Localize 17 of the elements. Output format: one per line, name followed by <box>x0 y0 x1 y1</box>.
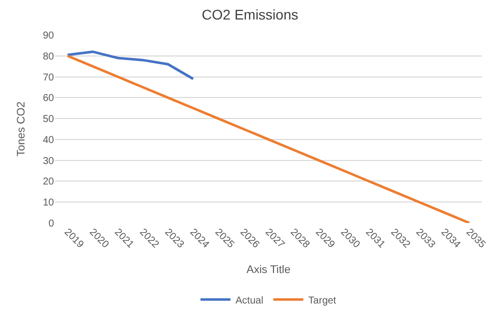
line-series <box>66 54 471 223</box>
y-tick-label: 60 <box>42 93 54 104</box>
y-tick-label: 10 <box>42 198 54 209</box>
legend-label: Actual <box>236 295 264 306</box>
legend-label: Target <box>308 295 336 306</box>
y-tick-label: 30 <box>42 156 54 167</box>
y-axis-title: Tones CO2 <box>16 101 28 157</box>
y-tick-label: 50 <box>42 114 54 126</box>
line-series <box>66 50 194 80</box>
y-tick-label: 40 <box>42 134 54 146</box>
chart-title: CO2 Emissions <box>202 6 298 23</box>
x-axis-title: Axis Title <box>246 264 291 276</box>
y-tick-label: 70 <box>42 72 54 84</box>
y-tick-label: 90 <box>42 30 54 42</box>
y-tick-label: 80 <box>42 51 54 62</box>
y-tick-label: 0 <box>48 218 54 230</box>
y-tick-label: 20 <box>42 176 54 188</box>
